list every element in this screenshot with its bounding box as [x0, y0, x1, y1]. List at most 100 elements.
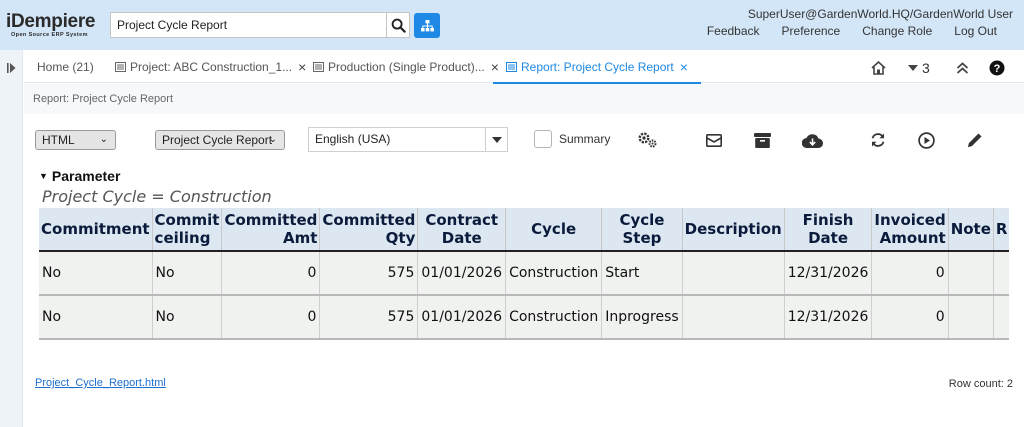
- window-title: Report: Project Cycle Report: [33, 93, 173, 105]
- cloud-download-icon: [801, 133, 823, 148]
- chevron-down-icon: ⌄: [99, 134, 108, 145]
- svg-text:?: ?: [994, 63, 1001, 75]
- column-header-text: Commit: [154, 211, 220, 229]
- column-header-text: Note: [950, 220, 991, 238]
- caret-down-icon: [491, 136, 502, 143]
- column-header-text: Amount: [879, 229, 946, 247]
- table-cell: 01/01/2026: [417, 251, 507, 296]
- search-icon: [391, 18, 406, 33]
- global-search-input[interactable]: Project Cycle Report: [110, 12, 387, 38]
- column-header-text: Description: [684, 220, 782, 238]
- table-cell: [993, 251, 1009, 296]
- table-cell: Construction: [505, 251, 603, 296]
- print-format-select[interactable]: Project Cycle Report ⌄: [155, 130, 285, 150]
- column-header: Finish Date: [784, 208, 873, 252]
- column-header: Contract Date: [417, 208, 507, 252]
- combobox-dropdown-button[interactable]: [485, 128, 507, 151]
- run-process-button[interactable]: [915, 129, 937, 151]
- help-button[interactable]: ?: [989, 58, 1005, 78]
- tab-home[interactable]: Home (21): [37, 50, 94, 83]
- preference-link[interactable]: Preference: [781, 24, 841, 38]
- table-cell: 0: [221, 251, 321, 296]
- table-cell: 01/01/2026: [417, 295, 507, 340]
- tab-label: Production (Single Product)...: [328, 59, 485, 74]
- customize-button[interactable]: [637, 129, 659, 151]
- column-header: Commit ceiling: [152, 208, 223, 252]
- archive-button[interactable]: [751, 129, 773, 151]
- report-viewer: Report: Project Cycle Report HTML ⌄ Proj…: [24, 84, 1024, 427]
- menu-tree-button[interactable]: [414, 13, 440, 38]
- triangle-down-icon: ▼: [39, 171, 48, 181]
- report-table: Commitment Commit ceiling Committed Amt Commi…: [39, 208, 1009, 340]
- tab-label: Home (21): [37, 59, 94, 74]
- window-title-bar: Report: Project Cycle Report: [24, 84, 1024, 114]
- table-cell: [948, 251, 994, 296]
- table-cell: 0: [871, 251, 949, 296]
- pencil-icon: [967, 133, 981, 147]
- column-header: R: [993, 208, 1009, 252]
- export-button[interactable]: [801, 129, 823, 151]
- tab-production[interactable]: Production (Single Product)... ×: [313, 50, 499, 83]
- summary-checkbox[interactable]: [534, 130, 552, 148]
- parameter-section-toggle[interactable]: ▼ Parameter: [39, 168, 120, 184]
- table-cell: 575: [319, 295, 419, 340]
- caret-down-icon: [908, 65, 918, 71]
- column-header: Description: [682, 208, 785, 252]
- report-file-link[interactable]: Project_Cycle_Report.html: [35, 377, 166, 389]
- table-cell: 12/31/2026: [784, 295, 873, 340]
- logout-link[interactable]: Log Out: [954, 24, 997, 38]
- language-combobox[interactable]: English (USA): [308, 127, 508, 152]
- column-header: Cycle Step: [601, 208, 683, 252]
- window-list-dropdown[interactable]: 3: [908, 58, 930, 78]
- print-format-value: Project Cycle Report: [162, 133, 273, 147]
- tab-label: Project: ABC Construction_1...: [130, 59, 293, 74]
- column-header-text: R: [995, 220, 1008, 238]
- help-icon: ?: [989, 60, 1005, 76]
- refresh-button[interactable]: [867, 129, 889, 151]
- summary-label: Summary: [559, 132, 611, 146]
- column-header-text: Cycle: [619, 211, 665, 229]
- language-value: English (USA): [315, 132, 391, 146]
- change-role-link[interactable]: Change Role: [862, 24, 933, 38]
- sitemap-icon: [420, 19, 434, 31]
- table-row: No No 0 575 01/01/2026 Construction Inprogress…: [39, 295, 1009, 340]
- output-format-select[interactable]: HTML ⌄: [35, 130, 116, 150]
- tab-report-project-cycle[interactable]: Report: Project Cycle Report ×: [493, 50, 701, 84]
- west-panel-collapsed: [0, 50, 23, 427]
- table-row: No No 0 575 01/01/2026 Construction Start 12/31…: [39, 251, 1009, 296]
- table-cell: 12/31/2026: [784, 251, 873, 296]
- table-cell: No: [152, 295, 223, 340]
- search-button[interactable]: [386, 12, 410, 38]
- column-header-text: Contract: [425, 211, 499, 229]
- tab-project[interactable]: Project: ABC Construction_1... ×: [115, 50, 306, 83]
- window-icon: [313, 61, 324, 72]
- expand-west-panel-button[interactable]: [7, 62, 16, 76]
- column-header-text: Committed: [224, 211, 318, 229]
- logo-text: iDempiere: [6, 11, 96, 32]
- logo-subtitle: Open Source ERP System: [11, 32, 88, 38]
- double-chevron-up-icon: [956, 62, 969, 74]
- table-cell: [682, 251, 785, 296]
- close-icon[interactable]: ×: [298, 58, 307, 75]
- gears-icon: [638, 132, 657, 148]
- column-header-text: Date: [808, 229, 849, 247]
- collapse-header-button[interactable]: [956, 58, 969, 78]
- output-format-value: HTML: [42, 133, 75, 147]
- close-icon[interactable]: ×: [679, 58, 688, 75]
- app-header: iDempiere Open Source ERP System Project…: [0, 0, 1024, 50]
- table-cell: 575: [319, 251, 419, 296]
- user-context-label[interactable]: SuperUser@GardenWorld.HQ/GardenWorld Use…: [747, 7, 1013, 21]
- edit-report-button[interactable]: [963, 129, 985, 151]
- column-header-text: Invoiced: [874, 211, 946, 229]
- close-icon[interactable]: ×: [490, 58, 499, 75]
- idempiere-logo[interactable]: iDempiere Open Source ERP System: [6, 12, 108, 40]
- feedback-link[interactable]: Feedback: [706, 24, 760, 38]
- send-mail-button[interactable]: [703, 129, 725, 151]
- table-cell: 0: [221, 295, 321, 340]
- column-header-text: ceiling: [154, 229, 211, 247]
- column-header: Invoiced Amount: [871, 208, 949, 252]
- header-links: Feedback Preference Change Role Log Out: [696, 24, 997, 38]
- column-header-text: Commitment: [41, 220, 150, 238]
- table-cell: Construction: [505, 295, 603, 340]
- home-button[interactable]: [871, 58, 886, 78]
